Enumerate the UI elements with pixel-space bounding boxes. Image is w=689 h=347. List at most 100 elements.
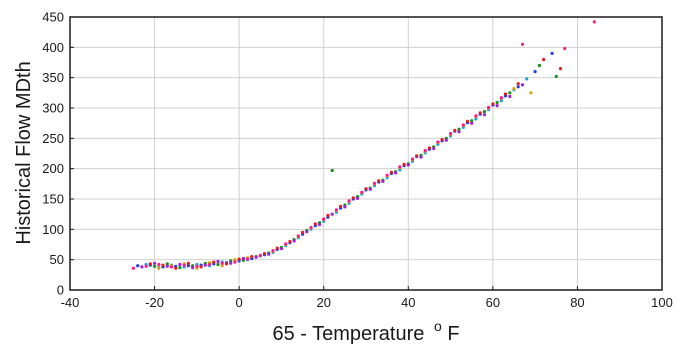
data-point	[372, 181, 377, 185]
data-point	[533, 70, 537, 74]
data-point	[495, 100, 499, 105]
data-point	[457, 127, 461, 131]
data-point	[191, 266, 195, 270]
data-point	[410, 157, 415, 161]
data-point	[554, 74, 558, 79]
data-point	[182, 263, 186, 267]
data-point	[406, 163, 410, 167]
data-point	[165, 262, 169, 266]
data-point	[292, 239, 296, 243]
data-point	[220, 264, 224, 268]
data-point	[165, 264, 169, 268]
data-point	[360, 190, 364, 194]
data-point	[246, 257, 250, 261]
data-point	[542, 57, 546, 62]
data-point	[157, 262, 161, 267]
data-point	[347, 199, 351, 203]
data-point	[558, 67, 563, 71]
data-point	[313, 222, 317, 226]
data-point	[250, 255, 254, 259]
data-point	[279, 247, 283, 251]
data-point	[262, 252, 267, 256]
x-tick-label: 100	[651, 295, 673, 310]
data-point	[233, 258, 237, 262]
data-point	[419, 155, 423, 159]
x-tick-label: 80	[570, 295, 584, 310]
y-tick-label: 200	[42, 161, 64, 176]
data-point	[449, 131, 453, 136]
data-point	[317, 222, 322, 227]
data-point	[398, 165, 402, 169]
data-point	[267, 252, 271, 256]
data-point	[520, 42, 525, 46]
data-point	[237, 257, 241, 261]
x-axis-label-unit: F	[447, 323, 459, 345]
y-tick-label: 300	[42, 101, 64, 116]
data-point	[415, 154, 419, 158]
data-point	[271, 249, 275, 253]
data-point	[461, 123, 465, 127]
data-point	[161, 263, 165, 267]
data-point	[131, 266, 135, 270]
data-point	[592, 20, 596, 24]
data-point	[423, 148, 427, 153]
y-tick-label: 400	[42, 40, 64, 55]
data-point	[343, 205, 347, 209]
y-tick-label: 350	[42, 70, 64, 85]
y-tick-label: 450	[42, 10, 64, 25]
data-point	[503, 92, 508, 96]
data-point	[491, 102, 495, 106]
data-points	[131, 20, 596, 270]
data-point	[444, 138, 448, 142]
data-point	[368, 187, 372, 191]
x-tick-label: 20	[316, 295, 330, 310]
data-point	[305, 230, 309, 234]
data-point	[178, 262, 182, 267]
data-point	[427, 146, 431, 150]
data-point	[199, 265, 203, 269]
data-point	[351, 196, 355, 200]
data-point	[487, 105, 491, 109]
data-point	[178, 266, 182, 270]
data-point	[385, 173, 389, 177]
data-point	[144, 264, 148, 268]
data-point	[381, 179, 385, 183]
data-point	[529, 91, 533, 95]
data-point	[550, 51, 554, 56]
data-point	[224, 262, 229, 266]
data-point	[339, 204, 343, 208]
data-point	[364, 187, 368, 191]
data-point	[153, 261, 157, 265]
data-point	[457, 130, 461, 134]
data-point	[288, 239, 292, 244]
data-point	[470, 121, 474, 125]
data-point	[465, 119, 470, 123]
data-point	[301, 230, 305, 234]
data-point	[474, 117, 478, 121]
data-point	[207, 262, 212, 267]
y-axis-ticks: 0 50 100 150 200 250 300 350 400 450	[42, 10, 74, 298]
data-point	[525, 77, 529, 81]
y-tick-label: 50	[50, 252, 64, 267]
plot-frame	[69, 16, 663, 291]
data-point	[512, 87, 516, 91]
data-point	[516, 82, 520, 86]
data-point	[478, 111, 482, 115]
data-point	[389, 170, 393, 174]
data-point	[186, 261, 190, 265]
data-point	[241, 256, 245, 261]
data-point	[436, 140, 440, 144]
x-tick-label: 60	[486, 295, 500, 310]
data-point	[258, 253, 262, 257]
gridlines	[70, 17, 662, 290]
x-tick-label: 40	[401, 295, 415, 310]
data-point	[275, 246, 279, 250]
x-tick-label: -40	[61, 295, 80, 310]
data-point	[482, 113, 486, 117]
data-point	[453, 128, 457, 132]
data-point	[398, 168, 402, 172]
data-point	[229, 259, 233, 263]
data-point	[402, 162, 406, 166]
data-point	[326, 213, 330, 217]
